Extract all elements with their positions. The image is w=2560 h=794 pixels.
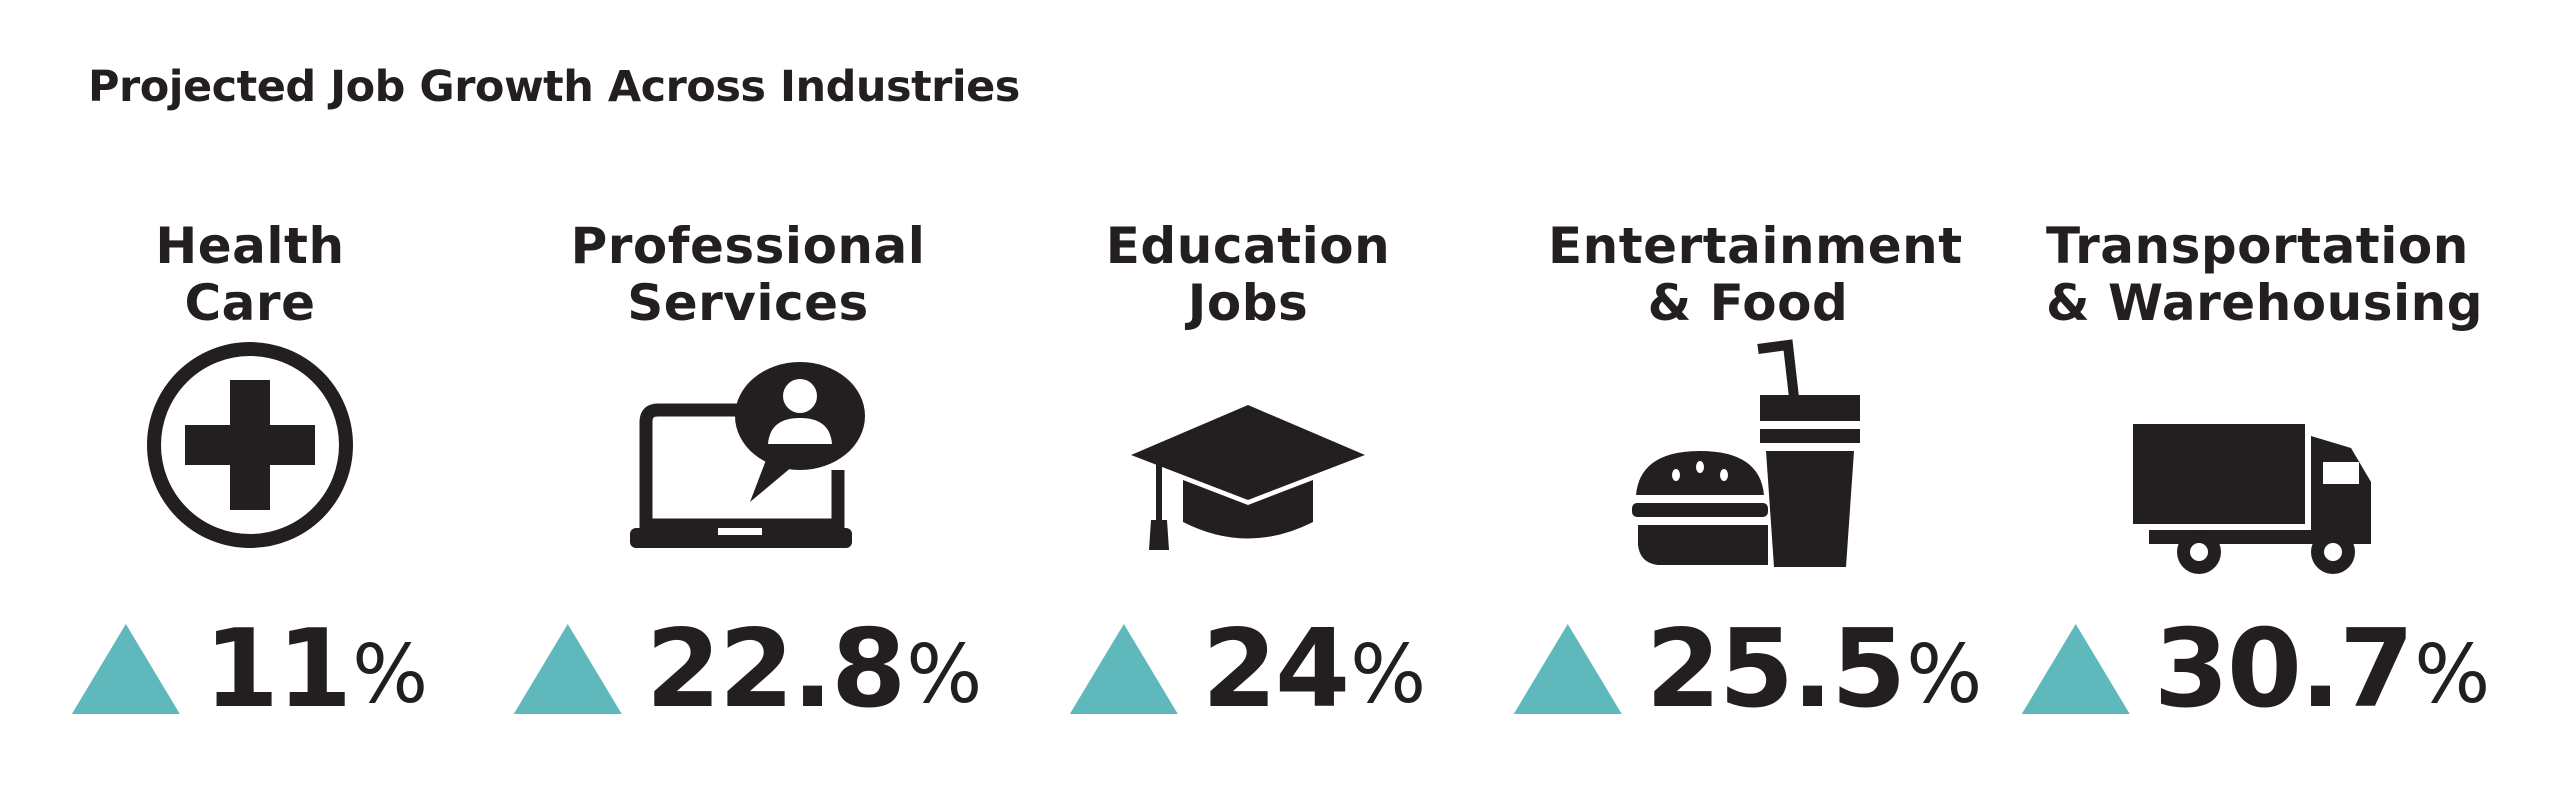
industry-transportation-warehousing: Transportation & Warehousing 30.7 % [2021, 0, 2490, 794]
growth-value: 30.7 [2153, 607, 2414, 732]
growth-stat: 30.7 % [2021, 607, 2491, 732]
up-triangle-icon [1069, 624, 1178, 714]
growth-unit: % [906, 628, 983, 721]
industry-label: Health Care [155, 217, 345, 332]
growth-unit: % [2414, 628, 2491, 721]
truck-icon [2133, 424, 2371, 574]
industry-health-care: Health Care 11 % [50, 0, 450, 794]
up-triangle-icon [1513, 624, 1622, 714]
growth-stat: 25.5 % [1513, 607, 1983, 732]
up-triangle-icon [71, 624, 180, 714]
page-title: Projected Job Growth Across Industries [88, 62, 1020, 112]
industry-entertainment-food: Entertainment & Food 25.5 % [1513, 0, 1982, 794]
burger-drink-icon [1632, 339, 1860, 567]
growth-stat: 22.8 % [513, 607, 983, 732]
industry-label: Education Jobs [1105, 217, 1391, 332]
industry-professional-services: Professional Services 22.8 % [513, 0, 982, 794]
industry-education-jobs: Education Jobs 24 % [1048, 0, 1448, 794]
growth-value: 25.5 [1645, 607, 1906, 732]
industry-label: Professional Services [570, 217, 926, 332]
growth-value: 24 [1201, 607, 1350, 732]
growth-unit: % [1906, 628, 1983, 721]
growth-stat: 24 % [1069, 607, 1427, 732]
growth-unit: % [352, 628, 429, 721]
graduation-cap-icon [1131, 405, 1365, 550]
growth-unit: % [1350, 628, 1427, 721]
industry-label: Entertainment & Food [1548, 217, 1963, 332]
growth-value: 11 [203, 607, 352, 732]
growth-stat: 11 % [71, 607, 429, 732]
laptop-user-icon [630, 362, 865, 548]
up-triangle-icon [513, 624, 622, 714]
growth-value: 22.8 [645, 607, 906, 732]
industry-label: Transportation & Warehousing [2046, 217, 2484, 332]
up-triangle-icon [2021, 624, 2130, 714]
medical-cross-icon [147, 342, 353, 548]
